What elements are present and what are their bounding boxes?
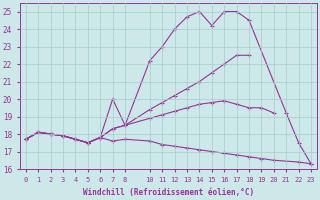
X-axis label: Windchill (Refroidissement éolien,°C): Windchill (Refroidissement éolien,°C) (83, 188, 254, 197)
